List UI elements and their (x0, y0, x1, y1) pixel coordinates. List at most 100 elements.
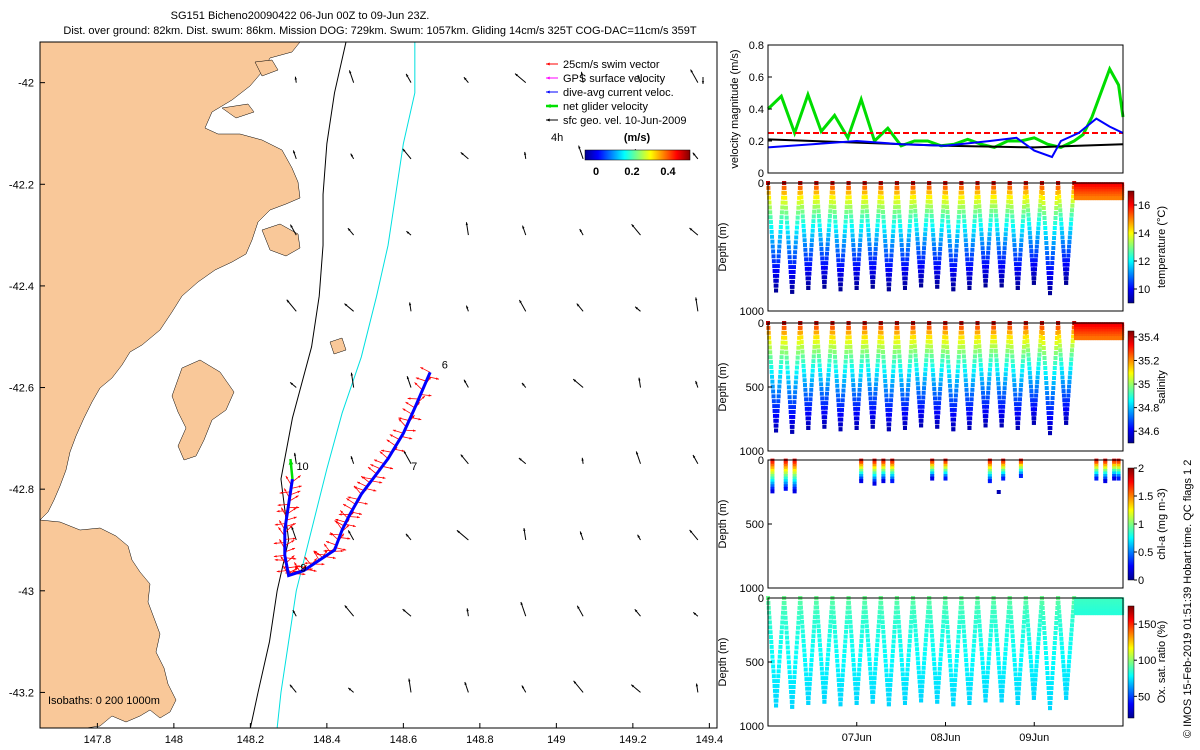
section-point (837, 687, 842, 692)
section-point (863, 605, 868, 610)
section-point (937, 401, 942, 406)
section-point (987, 474, 992, 478)
section-point (998, 269, 1003, 274)
section-point (841, 243, 846, 248)
section-point (857, 667, 862, 672)
section-point (1034, 389, 1039, 394)
section-point (1066, 249, 1071, 254)
section-point (1019, 658, 1024, 663)
section-point (1035, 645, 1040, 650)
section-point (804, 402, 809, 407)
velocity-frame (767, 44, 1124, 174)
section-point (842, 649, 847, 654)
swim-vector-head (321, 563, 325, 566)
section-point (819, 666, 824, 671)
section-point (823, 690, 828, 695)
swim-vector-head (324, 543, 327, 547)
section-point (881, 463, 886, 468)
section-point (817, 638, 822, 643)
section-point (906, 238, 911, 243)
isobath-1000m (276, 42, 416, 728)
section-point (876, 204, 881, 209)
section-point (816, 213, 821, 218)
section-point (831, 200, 836, 205)
section-point (828, 624, 833, 629)
section-point (1031, 420, 1036, 425)
section-point (869, 270, 874, 275)
section-point (869, 680, 874, 685)
section-point (881, 466, 886, 471)
section-point (1052, 366, 1057, 371)
section-point (967, 421, 972, 426)
section-point (988, 633, 993, 638)
section-point (971, 228, 976, 233)
section-point (1056, 190, 1061, 195)
section-colorbar-label: chl-a (mg m-3) (1156, 488, 1168, 560)
section-point (1071, 330, 1076, 335)
land-mainland-north (40, 42, 301, 521)
section-point (827, 628, 832, 633)
section-point (978, 353, 983, 358)
section-point (808, 262, 813, 267)
geo-vector-head (695, 683, 699, 687)
section-point (914, 362, 919, 367)
section-point (893, 620, 898, 625)
section-point (916, 386, 921, 391)
section-point (782, 190, 787, 195)
swim-vector-head (412, 429, 416, 432)
section-point (826, 368, 831, 373)
section-point (803, 387, 808, 392)
section-point (963, 373, 968, 378)
section-point (1059, 217, 1064, 222)
section-point (1065, 398, 1070, 403)
section-point (785, 360, 790, 365)
section-point (775, 683, 780, 688)
section-point (987, 463, 992, 468)
section-point (907, 223, 912, 228)
section-point (1016, 411, 1021, 416)
section-point (997, 255, 1002, 260)
section-point (1112, 461, 1117, 466)
section-point (1070, 343, 1075, 348)
section-point (825, 386, 830, 391)
section-point (1112, 474, 1117, 478)
section-point (957, 620, 962, 625)
section-point (943, 325, 948, 330)
section-point (938, 652, 943, 657)
velocity-ytick-label: 0.4 (749, 104, 764, 116)
geostrophic-arrows (286, 69, 699, 693)
section-point (912, 344, 917, 349)
section-point (1059, 221, 1064, 226)
section-point (938, 237, 943, 242)
section-point (1019, 373, 1024, 378)
section-point (839, 277, 844, 282)
section-point (1051, 246, 1056, 251)
section-point (994, 213, 999, 218)
section-point (871, 419, 876, 424)
section-point (1094, 463, 1099, 468)
section-point (824, 391, 829, 396)
section-point (819, 391, 824, 396)
section-point (901, 686, 906, 691)
section-point (1036, 226, 1041, 231)
section-point (853, 411, 858, 416)
section-point (1120, 324, 1125, 329)
map-ytick-label: -42.6 (9, 383, 34, 395)
section-point (891, 634, 896, 639)
section-point (923, 227, 928, 232)
section-point (865, 363, 870, 368)
section-point (777, 244, 782, 249)
section-point (1002, 665, 1007, 670)
section-point (954, 248, 959, 253)
section-point (987, 466, 992, 471)
section-point (931, 377, 936, 382)
section-point (787, 665, 792, 670)
section-point (1069, 352, 1074, 357)
section-point (803, 252, 808, 257)
section-point (985, 404, 990, 409)
section-point (812, 624, 817, 629)
section-point (922, 236, 927, 241)
section-point (1054, 611, 1059, 616)
section-point (900, 387, 905, 392)
section-point (876, 353, 881, 358)
